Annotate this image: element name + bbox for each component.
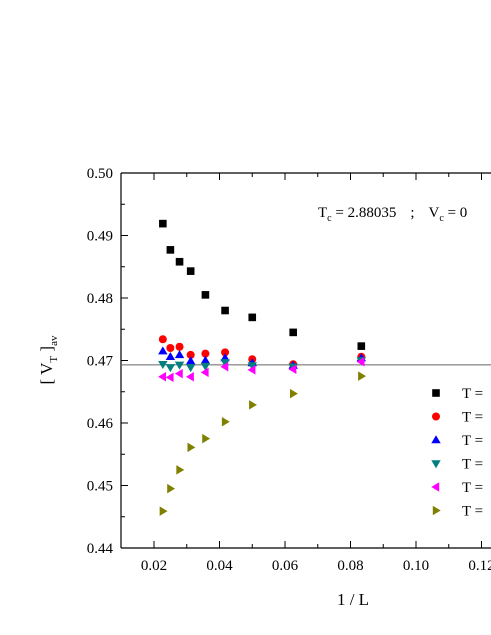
data-point-series-1 (159, 219, 167, 228)
data-point-series-6 (167, 483, 176, 494)
legend-label-4: T = (462, 457, 483, 473)
legend-label-5: T = (462, 480, 483, 496)
legend-marker-1 (432, 389, 440, 397)
data-point-series-6 (249, 400, 257, 410)
data-point-series-3 (165, 352, 176, 360)
x-axis-label: 1 / L (337, 590, 369, 609)
data-point-series-5 (158, 372, 167, 382)
y-tick-label: 0.47 (87, 354, 114, 370)
data-point-series-5 (356, 357, 365, 367)
annotation: Tc = 2.88035; Vc = 0 (318, 205, 467, 224)
y-tick-label: 0.49 (87, 229, 113, 245)
y-tick-label: 0.46 (87, 416, 114, 432)
data-point-series-2 (175, 342, 184, 351)
data-point-series-6 (187, 442, 196, 453)
data-point-series-6 (176, 465, 185, 475)
data-point-series-4 (158, 361, 168, 369)
data-point-series-2 (221, 348, 230, 357)
y-tick-label: 0.50 (87, 166, 113, 182)
data-point-series-6 (159, 506, 168, 516)
x-tick-label: 0.06 (272, 558, 299, 574)
legend: T = T = T = T = T = T = (431, 386, 483, 520)
data-point-series-6 (358, 371, 367, 381)
data-point-series-5 (200, 367, 209, 378)
data-point-series-5 (165, 372, 174, 383)
x-tick-label: 0.10 (403, 558, 429, 574)
y-tick-label: 0.44 (87, 541, 114, 557)
data-point-series-4 (247, 362, 257, 371)
x-tick-label: 0.08 (337, 558, 363, 574)
data-point-series-3 (200, 355, 211, 364)
data-point-series-2 (186, 350, 195, 359)
data-point-series-4 (174, 361, 185, 370)
data-point-series-1 (201, 291, 210, 299)
legend-marker-6 (432, 505, 441, 516)
data-point-series-1 (221, 306, 229, 315)
data-point-series-5 (288, 364, 297, 374)
data-point-series-4 (165, 364, 176, 373)
data-point-series-1 (289, 328, 297, 337)
data-point-series-1 (166, 246, 175, 254)
data-point-series-6 (202, 433, 211, 444)
data-points (158, 219, 367, 516)
data-point-series-4 (220, 359, 230, 368)
y-tick-label: 0.45 (87, 479, 113, 495)
x-tick-label: 0.02 (141, 558, 167, 574)
axis-ticks (121, 172, 482, 549)
data-point-series-1 (175, 257, 184, 266)
legend-marker-5 (431, 482, 440, 492)
data-point-series-3 (174, 350, 185, 359)
axis-tick-labels: 0.02 0.04 0.06 0.08 0.10 0.12 0.44 0.45 0.46 0.47… (87, 166, 491, 574)
data-point-series-1 (357, 342, 366, 350)
data-point-series-2 (166, 344, 175, 352)
legend-marker-4 (431, 460, 441, 469)
legend-label-2: T = (462, 410, 483, 426)
data-point-series-3 (185, 356, 196, 365)
data-point-series-3 (158, 346, 168, 355)
data-point-series-2 (158, 335, 167, 344)
legend-label-1: T = (462, 386, 483, 402)
data-point-series-4 (200, 362, 211, 371)
data-point-series-1 (248, 313, 257, 322)
data-point-series-4 (185, 364, 196, 373)
data-point-series-6 (221, 417, 230, 427)
legend-marker-2 (432, 412, 440, 421)
x-tick-label: 0.12 (468, 558, 491, 574)
data-point-series-2 (201, 349, 210, 358)
legend-label-3: T = (462, 433, 483, 449)
y-axis-label: [ VT ]av (37, 335, 60, 384)
data-point-series-6 (289, 388, 298, 399)
legend-marker-3 (431, 435, 441, 444)
data-point-series-1 (186, 267, 195, 275)
data-point-series-5 (220, 362, 229, 372)
data-point-series-5 (185, 372, 194, 382)
x-tick-label: 0.04 (206, 558, 233, 574)
legend-label-6: T = (462, 504, 483, 520)
y-tick-label: 0.48 (87, 291, 113, 307)
data-point-series-5 (247, 365, 256, 375)
data-point-series-5 (174, 368, 183, 379)
